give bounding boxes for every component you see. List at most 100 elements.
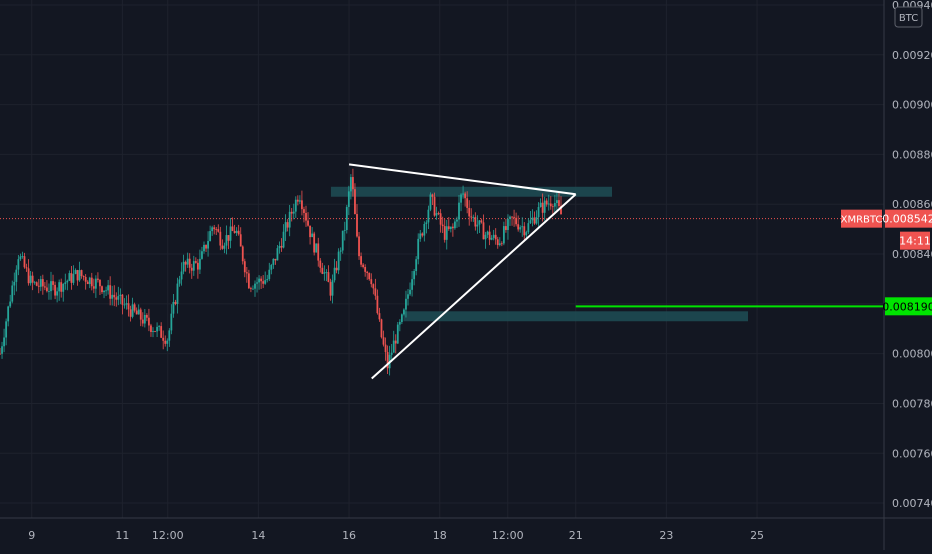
candle-body [468,207,471,217]
candle-body [337,251,340,271]
x-tick-label: 11 [115,529,129,542]
candle [307,212,309,227]
candle-body [17,259,20,270]
candle-body [11,285,14,302]
candle [403,308,405,316]
candle-body [223,245,226,249]
candle [196,259,199,279]
candle [545,198,548,207]
candle [339,247,342,261]
candle-body [349,177,352,192]
candle [237,224,240,236]
candle-body [454,221,456,229]
candle-body [111,294,114,299]
candle [35,281,38,287]
candle [433,192,436,217]
candle [411,271,413,297]
candle [211,225,214,236]
candle [25,263,28,272]
candle [519,225,522,233]
y-tick-label: 0.009000 [892,99,932,112]
candle-body [113,294,116,298]
candle-body [537,206,540,218]
candle [358,232,360,260]
candle [101,285,103,294]
candle-body [266,279,269,281]
candle [523,222,526,241]
candle-body [309,225,311,238]
candle [488,225,491,246]
candle-body [60,282,63,292]
candle-body [535,217,538,224]
candle [76,269,79,286]
candle-body [264,280,267,284]
y-tick-label: 0.009200 [892,49,932,62]
candle-body [515,217,518,225]
x-tick-label: 9 [28,529,35,542]
candle [362,263,365,269]
candle [272,258,275,269]
candle [264,271,267,285]
candle-body [160,326,163,338]
candle-body [247,273,250,289]
candle [419,229,422,242]
candle [162,330,165,350]
candle [41,274,44,295]
x-tick-label: 14 [251,529,265,542]
currency-badge[interactable] [894,6,923,28]
candle [156,322,158,337]
candle [553,194,556,213]
candle-body [484,234,487,240]
candle [125,295,128,310]
candle [190,263,193,279]
candle [284,214,287,241]
candle [113,285,116,307]
x-tick-label: 12:00 [492,529,524,542]
candle-body [474,217,477,227]
candle-body [437,213,440,214]
drawings[interactable] [348,163,884,380]
candle [513,209,515,227]
candle [225,225,228,255]
zone-box[interactable] [403,311,748,322]
candle [182,254,185,275]
y-tick-label: 0.008000 [892,348,932,361]
candle [390,343,393,363]
zone-box[interactable] [330,186,612,197]
candle [376,289,379,315]
candle-body [184,261,187,265]
candle-body [354,189,356,215]
countdown-label: 14:11 [899,235,931,248]
candle-body [521,226,524,228]
candle-body [533,217,536,224]
candle-body [449,226,452,229]
triangle-lower-trendline[interactable] [371,193,577,380]
zones [330,186,748,322]
candle [170,304,173,335]
candle-body [464,193,467,199]
candle-body [135,310,138,315]
candle-body [486,231,489,235]
candle [233,224,236,234]
candle-body [311,233,314,238]
candle-body [268,269,271,280]
candle [368,272,371,281]
candle-body [472,217,475,218]
candle-body [245,272,248,274]
candle [319,258,322,273]
candle-body [405,298,407,310]
candle [97,272,99,283]
candle [64,273,67,290]
candle [227,235,230,250]
candle [337,248,340,275]
candle [301,190,303,216]
candle-body [243,261,246,273]
candle-body [553,203,556,207]
candle-body [290,211,293,214]
candle-body [217,229,220,232]
triangle-upper-trendline[interactable] [348,163,576,196]
x-tick-label: 18 [433,529,447,542]
